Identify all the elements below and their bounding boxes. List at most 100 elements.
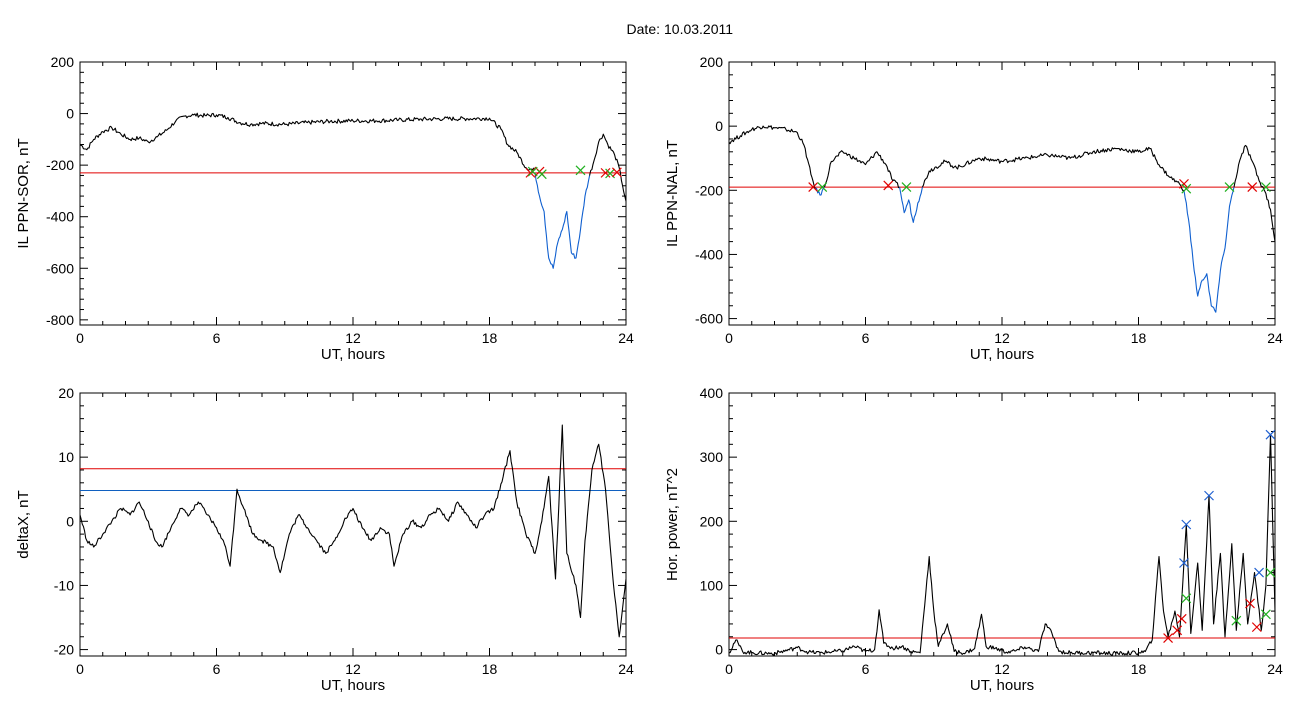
- figure-header: Date: 10.03.2011: [627, 21, 734, 37]
- data-marker-red: [611, 167, 622, 178]
- x-axis-label: UT, hours: [970, 346, 1034, 363]
- y-tick-label: -200: [695, 182, 723, 198]
- y-tick-label: 400: [700, 385, 724, 401]
- x-tick-label: 0: [725, 661, 733, 677]
- y-tick-label: -800: [46, 312, 74, 328]
- data-marker-green: [1181, 593, 1192, 604]
- y-tick-label: -600: [46, 260, 74, 276]
- data-marker-green: [536, 169, 547, 180]
- y-tick-label: 200: [700, 54, 724, 70]
- plot-area: [80, 112, 626, 269]
- x-tick-label: 6: [213, 661, 221, 677]
- chart-panel-il-ppn-sor: 0 6 12 18 24 -800 -600 -400 -200 0 200 UT, hours IL …: [15, 54, 634, 363]
- y-tick-label: 200: [700, 513, 724, 529]
- x-tick-label: 6: [862, 330, 870, 346]
- y-tick-label: 0: [715, 642, 723, 658]
- data-marker-red: [525, 167, 536, 178]
- series-line-blue-1: [815, 186, 825, 196]
- plot-frame: [728, 392, 1276, 657]
- x-tick-label: 0: [76, 661, 84, 677]
- x-tick-label: 12: [994, 661, 1010, 677]
- series-line-black-6: [1233, 144, 1275, 242]
- x-tick-label: 6: [862, 661, 870, 677]
- x-axis-label: UT, hours: [970, 677, 1034, 694]
- data-marker-blue: [1204, 490, 1214, 501]
- y-axis-label: IL PPN-SOR, nT: [15, 138, 32, 248]
- plot-frame: [79, 61, 627, 326]
- y-tick-label: 0: [715, 118, 723, 134]
- data-marker-green: [1265, 567, 1275, 578]
- chart-panel-deltax: 0 6 12 18 24 -20 -10 0 10 20 UT, hours deltaX, nT: [15, 385, 634, 694]
- x-axis-label: UT, hours: [321, 677, 385, 694]
- x-tick-label: 18: [1131, 661, 1147, 677]
- data-marker-blue: [1265, 429, 1275, 440]
- plot-frame: [728, 61, 1276, 326]
- x-axis-label: UT, hours: [321, 346, 385, 363]
- data-marker-green: [817, 182, 828, 193]
- x-tick-label: 24: [1267, 330, 1283, 346]
- data-marker-green: [1260, 609, 1271, 620]
- data-marker-green: [527, 166, 538, 177]
- y-tick-label: -200: [46, 157, 74, 173]
- y-tick-label: 100: [700, 577, 724, 593]
- data-marker-blue: [1179, 558, 1189, 568]
- plot-area: [729, 125, 1275, 313]
- data-marker-red: [808, 182, 819, 193]
- y-tick-label: -10: [54, 577, 74, 593]
- plot-frame: [79, 392, 627, 657]
- series-line-blue-1: [534, 172, 591, 269]
- data-marker-red: [600, 167, 611, 178]
- series-line-black-0: [729, 125, 816, 189]
- data-marker-blue: [1254, 567, 1264, 578]
- x-tick-label: 12: [994, 330, 1010, 346]
- plot-area: [729, 429, 1275, 656]
- x-tick-label: 12: [345, 330, 361, 346]
- series-line-black-2: [823, 150, 900, 189]
- series-line-blue-3: [899, 186, 923, 223]
- x-tick-label: 18: [482, 330, 498, 346]
- x-tick-label: 6: [213, 330, 221, 346]
- x-tick-label: 24: [1267, 661, 1283, 677]
- data-marker-green: [575, 165, 586, 176]
- data-marker-green: [1231, 615, 1242, 626]
- y-tick-label: -400: [695, 246, 723, 262]
- y-tick-label: -600: [695, 311, 723, 327]
- series-line-black-4: [921, 146, 1185, 192]
- data-marker-green: [901, 182, 912, 193]
- y-tick-label: -20: [54, 642, 74, 658]
- data-marker-green: [1181, 183, 1192, 194]
- data-marker-red: [1172, 625, 1183, 636]
- data-marker-red: [1176, 613, 1187, 624]
- date-label: Date:: [627, 21, 660, 37]
- y-axis-label: Hor. power, nT^2: [664, 468, 681, 581]
- y-tick-label: 20: [58, 385, 74, 401]
- x-tick-label: 0: [76, 330, 84, 346]
- series-line-blue-5: [1183, 186, 1235, 313]
- data-marker-green: [1224, 182, 1235, 193]
- data-marker-green: [1260, 182, 1271, 193]
- y-axis-label: IL PPN-NAL, nT: [664, 140, 681, 247]
- series-line-black-2: [589, 133, 626, 202]
- y-tick-label: -400: [46, 209, 74, 225]
- y-tick-label: 0: [66, 513, 74, 529]
- y-axis-label: deltaX, nT: [15, 490, 32, 558]
- x-tick-label: 18: [1131, 330, 1147, 346]
- data-marker-red: [1251, 622, 1262, 633]
- date-value: 10.03.2011: [664, 21, 733, 37]
- data-marker-red: [1179, 178, 1189, 189]
- chart-panel-hor-power: 0 6 12 18 24 0 100 200 300 400 UT, hours Hor. power…: [664, 385, 1283, 694]
- y-tick-label: 0: [66, 106, 74, 122]
- data-marker-red: [883, 180, 894, 191]
- series-line-black-0: [80, 112, 536, 171]
- series-line-black-0: [729, 434, 1275, 656]
- x-tick-label: 18: [482, 661, 498, 677]
- y-tick-label: 200: [51, 54, 75, 70]
- plot-area: [80, 424, 626, 638]
- data-marker-red: [1245, 598, 1255, 609]
- chart-panel-il-ppn-nal: 0 6 12 18 24 -600 -400 -200 0 200 UT, hours IL PPN-…: [664, 54, 1283, 363]
- data-marker-red: [1247, 182, 1258, 193]
- series-line-black-0: [80, 424, 626, 638]
